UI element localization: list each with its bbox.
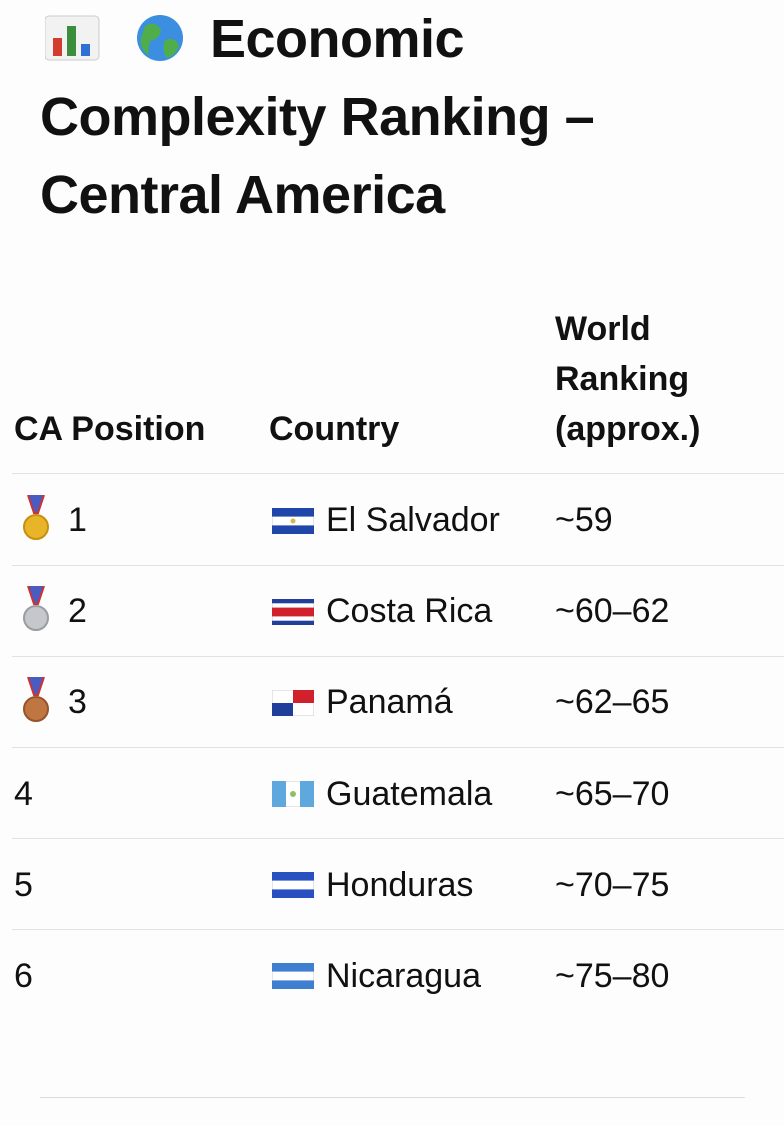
country: Nicaragua [326, 957, 481, 995]
flag [272, 508, 314, 534]
country: Panamá [326, 683, 453, 722]
flag [272, 872, 314, 898]
flag [272, 963, 314, 989]
flag [272, 781, 314, 807]
country: Guatemala [326, 774, 493, 813]
world-ranking: ~62–65 [555, 683, 670, 722]
country: El Salvador [326, 501, 500, 539]
country: Honduras [326, 865, 474, 904]
position: 6 [14, 957, 33, 995]
position: 2 [68, 592, 87, 631]
country: Costa Rica [326, 592, 493, 631]
row-separator [12, 838, 784, 839]
flag [272, 599, 314, 625]
medal-gold [23, 495, 49, 540]
row-separator [12, 565, 784, 566]
world-ranking: ~75–80 [555, 957, 670, 995]
row-separator [12, 929, 784, 930]
column-header: CA Position [14, 410, 206, 448]
position: 1 [68, 501, 87, 539]
column-header: Country [269, 410, 400, 448]
position: 4 [14, 774, 33, 813]
medal-silver [23, 586, 49, 631]
title-icons [45, 15, 183, 61]
column-header: World Ranking (approx.) [555, 310, 701, 448]
world-ranking: ~70–75 [555, 865, 670, 904]
footer-separator [40, 1097, 745, 1098]
position: 5 [14, 865, 33, 904]
medal-bronze [23, 677, 49, 722]
row-separator [12, 656, 784, 657]
flag [272, 690, 314, 716]
title: Economic Complexity Ranking – Central Am… [40, 9, 595, 225]
world-ranking: ~59 [555, 501, 613, 539]
row-separator [12, 747, 784, 748]
row-separator [12, 473, 784, 474]
world-ranking: ~60–62 [555, 592, 670, 631]
position: 3 [68, 683, 87, 722]
world-ranking: ~65–70 [555, 774, 670, 813]
